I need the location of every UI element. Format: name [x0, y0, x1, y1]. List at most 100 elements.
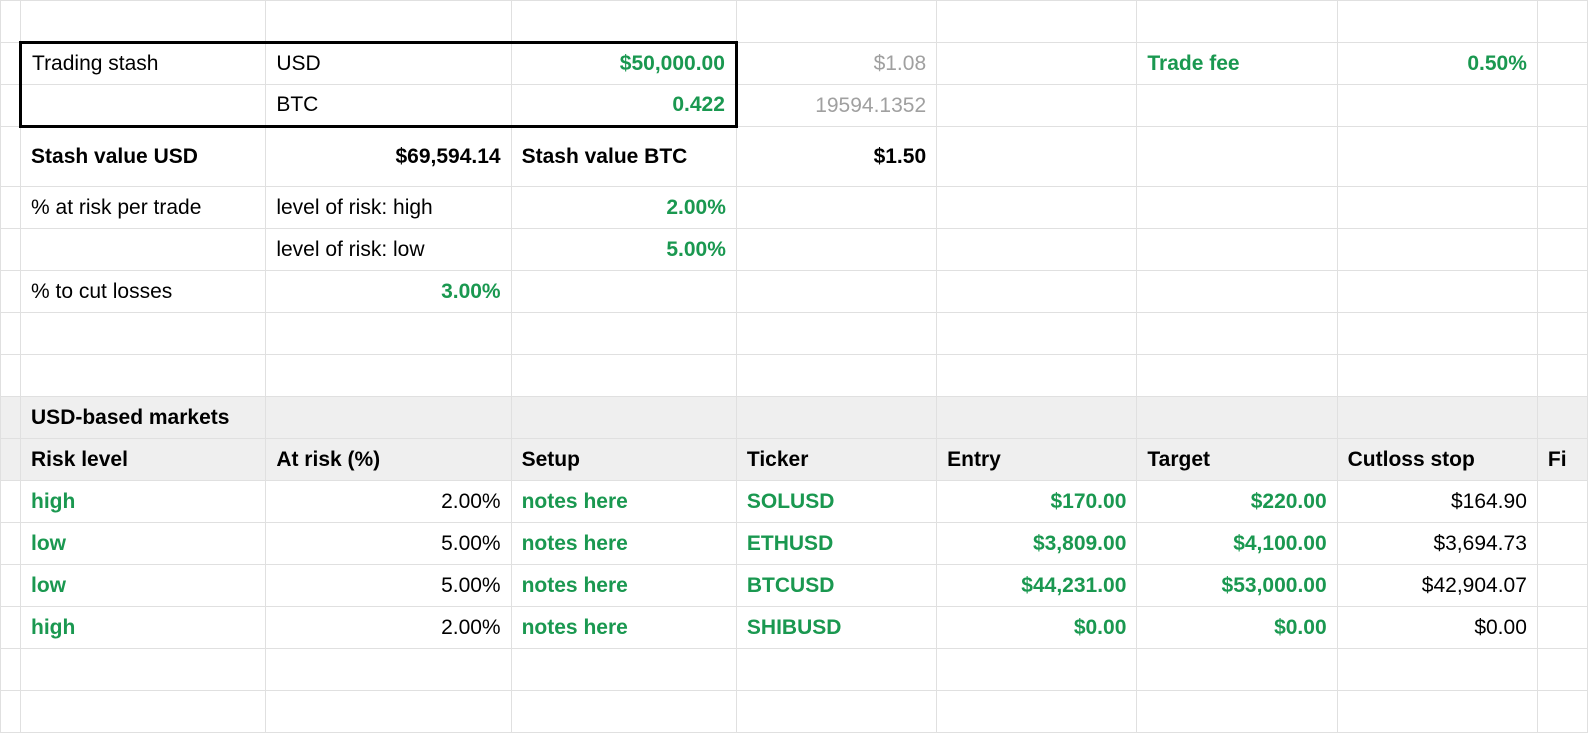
cell[interactable]: [511, 355, 736, 397]
cell[interactable]: [511, 1, 736, 43]
col-entry[interactable]: Entry: [937, 439, 1137, 481]
cell[interactable]: [1, 649, 21, 691]
cell[interactable]: [937, 229, 1137, 271]
cell[interactable]: [937, 649, 1137, 691]
cell[interactable]: [1, 481, 21, 523]
btc-value[interactable]: 0.422: [511, 85, 736, 127]
empty-row[interactable]: [1, 313, 1588, 355]
ticker[interactable]: SHIBUSD: [736, 607, 936, 649]
target[interactable]: $4,100.00: [1137, 523, 1337, 565]
cell[interactable]: [1, 313, 21, 355]
risk-level[interactable]: high: [21, 607, 266, 649]
cell[interactable]: [511, 313, 736, 355]
risk-low-label[interactable]: level of risk: low: [266, 229, 511, 271]
cell[interactable]: [21, 355, 266, 397]
market-row[interactable]: high 2.00% notes here SHIBUSD $0.00 $0.0…: [1, 607, 1588, 649]
entry[interactable]: $44,231.00: [937, 565, 1137, 607]
empty-row[interactable]: [1, 355, 1588, 397]
cell[interactable]: [1, 1, 21, 43]
empty-row[interactable]: [1, 649, 1588, 691]
btc-rate[interactable]: 19594.1352: [736, 85, 936, 127]
cell[interactable]: [1537, 691, 1587, 733]
cut-losses-label[interactable]: % to cut losses: [21, 271, 266, 313]
cell[interactable]: [1137, 691, 1337, 733]
cell[interactable]: [1537, 523, 1587, 565]
cell[interactable]: [21, 1, 266, 43]
cell[interactable]: [1537, 271, 1587, 313]
cell[interactable]: [1137, 271, 1337, 313]
cell[interactable]: [266, 355, 511, 397]
ticker[interactable]: SOLUSD: [736, 481, 936, 523]
cell[interactable]: [511, 397, 736, 439]
cell[interactable]: [1537, 1, 1587, 43]
cutloss[interactable]: $42,904.07: [1337, 565, 1537, 607]
at-risk[interactable]: 2.00%: [266, 481, 511, 523]
cell[interactable]: [21, 649, 266, 691]
cell[interactable]: [1537, 43, 1587, 85]
cell[interactable]: [736, 397, 936, 439]
col-setup[interactable]: Setup: [511, 439, 736, 481]
cell[interactable]: [1537, 565, 1587, 607]
usd-rate[interactable]: $1.08: [736, 43, 936, 85]
trading-stash-label[interactable]: Trading stash: [21, 43, 266, 85]
target[interactable]: $53,000.00: [1137, 565, 1337, 607]
stash-value-btc[interactable]: $1.50: [736, 127, 936, 187]
cell[interactable]: [736, 229, 936, 271]
cell[interactable]: [1337, 1, 1537, 43]
cell[interactable]: [1, 397, 21, 439]
entry[interactable]: $3,809.00: [937, 523, 1137, 565]
cell[interactable]: [1337, 127, 1537, 187]
cell[interactable]: [266, 1, 511, 43]
cell[interactable]: [1137, 1, 1337, 43]
cell[interactable]: [1137, 649, 1337, 691]
cell[interactable]: [937, 397, 1137, 439]
cell[interactable]: [1537, 481, 1587, 523]
cell[interactable]: [937, 313, 1137, 355]
cell[interactable]: [1, 187, 21, 229]
cell[interactable]: [1337, 691, 1537, 733]
cell[interactable]: [937, 127, 1137, 187]
cell[interactable]: [1137, 397, 1337, 439]
cell[interactable]: [1537, 313, 1587, 355]
trade-fee-value[interactable]: 0.50%: [1337, 43, 1537, 85]
cell[interactable]: [937, 1, 1137, 43]
trading-stash-btc-row[interactable]: BTC 0.422 19594.1352: [1, 85, 1588, 127]
usd-value[interactable]: $50,000.00: [511, 43, 736, 85]
cell[interactable]: [1, 127, 21, 187]
col-fi[interactable]: Fi: [1537, 439, 1587, 481]
risk-level[interactable]: low: [21, 565, 266, 607]
cell[interactable]: [1, 229, 21, 271]
cell[interactable]: [736, 649, 936, 691]
cell[interactable]: [1337, 229, 1537, 271]
entry[interactable]: $170.00: [937, 481, 1137, 523]
risk-per-trade-label[interactable]: % at risk per trade: [21, 187, 266, 229]
risk-level[interactable]: low: [21, 523, 266, 565]
cutloss[interactable]: $3,694.73: [1337, 523, 1537, 565]
empty-row[interactable]: [1, 691, 1588, 733]
cell[interactable]: [1, 565, 21, 607]
cell[interactable]: [1537, 355, 1587, 397]
cell[interactable]: [1337, 649, 1537, 691]
cell[interactable]: [736, 355, 936, 397]
cut-losses-value[interactable]: 3.00%: [266, 271, 511, 313]
cell[interactable]: [511, 691, 736, 733]
cell[interactable]: [937, 85, 1137, 127]
cell[interactable]: [21, 313, 266, 355]
risk-low-value[interactable]: 5.00%: [511, 229, 736, 271]
cell[interactable]: [1137, 85, 1337, 127]
col-ticker[interactable]: Ticker: [736, 439, 936, 481]
cutloss[interactable]: $0.00: [1337, 607, 1537, 649]
cell[interactable]: [1, 523, 21, 565]
cell[interactable]: [1537, 397, 1587, 439]
cell[interactable]: [736, 1, 936, 43]
cell[interactable]: [1, 271, 21, 313]
cell[interactable]: [937, 691, 1137, 733]
cell[interactable]: [1137, 187, 1337, 229]
empty-row[interactable]: [1, 1, 1588, 43]
stash-value-usd[interactable]: $69,594.14: [266, 127, 511, 187]
trade-fee-label[interactable]: Trade fee: [1137, 43, 1337, 85]
setup[interactable]: notes here: [511, 607, 736, 649]
market-row[interactable]: low 5.00% notes here ETHUSD $3,809.00 $4…: [1, 523, 1588, 565]
cell[interactable]: [1, 85, 21, 127]
cell[interactable]: [736, 271, 936, 313]
